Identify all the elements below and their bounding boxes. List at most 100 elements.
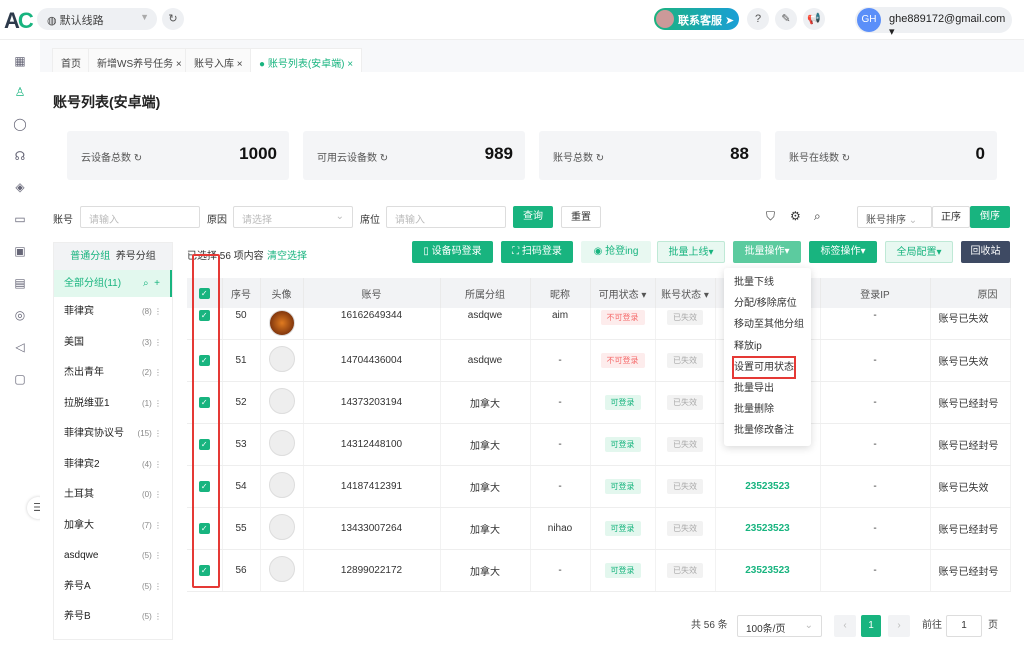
row-avatar [260, 423, 304, 466]
grid-icon[interactable]: ▦ [14, 54, 26, 68]
menu-item-move-group[interactable]: 移动至其他分组 [734, 319, 804, 331]
gear-icon[interactable]: ⚙ [790, 209, 801, 223]
menu-item-set-availability[interactable]: 设置可用状态 [732, 355, 796, 379]
table-row[interactable]: ✓ 51 14704436004 asdqwe - 不可登录 已失效 - 账号已… [187, 339, 1011, 382]
globe-icon[interactable]: ◎ [14, 308, 26, 322]
sort-select[interactable]: 账号排序 ⌄ [857, 206, 932, 228]
refresh-icon[interactable]: ↻ [162, 8, 184, 30]
filter-icon[interactable]: ⛉ [766, 209, 776, 223]
prev-page-button[interactable]: ‹ [834, 615, 856, 637]
user-menu[interactable]: GH ghe889172@gmail.com ▾ [855, 7, 1012, 38]
group-item[interactable]: 养号A (5) ⋮ [64, 580, 162, 592]
tab-import[interactable]: 账号入库 × [185, 48, 252, 72]
headset-icon[interactable]: ☊ [14, 149, 26, 163]
col-account-status[interactable]: 账号状态 ▾ [655, 278, 716, 308]
menu-item-release-ip[interactable]: 释放ip [734, 340, 762, 352]
menu-item-batch-delete[interactable]: 批量删除 [734, 404, 774, 416]
table-row[interactable]: ✓ 55 13433007264 加拿大 nihao 可登录 已失效 23523… [187, 507, 1011, 550]
tab-normal-groups[interactable]: 普通分组 [70, 251, 111, 262]
tab-account-list[interactable]: ● 账号列表(安卓端) × [250, 48, 363, 72]
table-row[interactable]: ✓ 52 14373203194 加拿大 - 可登录 已失效 - 账号已经封号 [187, 381, 1011, 424]
global-config-button[interactable]: 全局配置▾ [885, 241, 953, 263]
layers-icon[interactable]: ◈ [15, 180, 25, 194]
goto-page-input[interactable]: 1 [946, 615, 982, 637]
desktop-icon[interactable]: ▢ [14, 372, 26, 386]
batch-ops-menu: 批量下线 分配/移除席位 移动至其他分组 释放ip 设置可用状态 批量导出 批量… [724, 268, 811, 446]
reason-select[interactable]: 请选择 ⌄ [233, 206, 353, 228]
table-row[interactable]: ✓ 54 14187412391 加拿大 - 可登录 已失效 23523523 … [187, 465, 1011, 508]
stat-card: 云设备总数 ↻ 1000 [67, 131, 289, 180]
edit-icon[interactable]: ✎ [775, 8, 797, 30]
megaphone-icon[interactable]: 📢 [803, 8, 825, 30]
group-all[interactable]: 全部分组(11) ⌕ + [54, 270, 172, 297]
group-item[interactable]: 菲律宾 (8) ⋮ [64, 306, 162, 317]
desc-button[interactable]: 倒序 [970, 206, 1010, 228]
page-unit-label: 页 [988, 620, 998, 631]
group-item[interactable]: 土耳其 (0) ⋮ [64, 489, 162, 500]
col-group: 所属分组 [440, 278, 531, 308]
folder-icon[interactable]: ▭ [14, 212, 26, 226]
query-button[interactable]: 查询 [513, 206, 553, 228]
row-code: 23523523 [715, 549, 821, 592]
row-nickname: - [530, 465, 591, 508]
row-account: 16162649344 [303, 308, 441, 340]
tab-new-task[interactable]: 新增WS养号任务 × [88, 48, 191, 72]
menu-item-batch-remark[interactable]: 批量修改备注 [734, 425, 794, 437]
whatsapp-icon[interactable]: ◯ [13, 117, 27, 131]
search-person-icon[interactable]: ⌕ [814, 209, 821, 223]
group-item[interactable]: 菲律宾2 (4) ⋮ [64, 458, 162, 470]
device-code-login-button[interactable]: ▯ 设备码登录 [412, 241, 493, 263]
grab-login-button[interactable]: ◉ 抢登ing [581, 241, 651, 263]
table-row[interactable]: ✓ 50 16162649344 asdqwe aim 不可登录 已失效 - 账… [187, 308, 1011, 340]
next-page-button[interactable]: › [888, 615, 910, 637]
group-item[interactable]: 拉脱维亚1 (1) ⋮ [64, 397, 162, 409]
menu-item-batch-export[interactable]: 批量导出 [734, 382, 774, 394]
tag-ops-button[interactable]: 标签操作▾ [809, 241, 877, 263]
tab-raise-groups[interactable]: 养号分组 [115, 251, 156, 262]
row-avatar [260, 339, 304, 382]
row-nickname: nihao [530, 507, 591, 550]
menu-item-assign-seat[interactable]: 分配/移除席位 [734, 298, 797, 310]
reason-label: 原因 [207, 215, 227, 226]
page-1-button[interactable]: 1 [861, 615, 881, 637]
table-row[interactable]: ✓ 53 14312448100 加拿大 - 可登录 已失效 - 账号已经封号 [187, 423, 1011, 466]
support-button[interactable]: 联系客服 ➤ [654, 8, 739, 30]
route-select[interactable]: ◍ 默认线路 ▼ [37, 8, 157, 30]
row-status: 已失效 [655, 423, 716, 466]
group-item[interactable]: 菲律宾协议号 (15) ⋮ [64, 428, 162, 439]
help-icon[interactable]: ? [747, 8, 769, 30]
seat-input[interactable]: 请输入 [386, 206, 506, 228]
batch-ops-button[interactable]: 批量操作▾ [733, 241, 801, 263]
clear-selection-link[interactable]: 清空选择 [267, 251, 307, 262]
col-login-ip: 登录IP [820, 278, 931, 308]
user-icon[interactable]: ♙ [14, 85, 26, 99]
col-availability[interactable]: 可用状态 ▾ [590, 278, 656, 308]
row-account: 14704436004 [303, 339, 441, 382]
tab-bar: 首页 新增WS养号任务 × 账号入库 × ● 账号列表(安卓端) × [40, 40, 1024, 72]
row-nickname: - [530, 423, 591, 466]
megaphone-icon[interactable]: ◁ [15, 340, 25, 354]
group-item[interactable]: asdqwe (5) ⋮ [64, 550, 162, 561]
chart-icon[interactable]: ▤ [14, 276, 26, 290]
group-item[interactable]: 杰出青年 (2) ⋮ [64, 367, 162, 378]
batch-online-button[interactable]: 批量上线▾ [657, 241, 725, 263]
row-reason: 账号已失效 [930, 465, 1011, 508]
group-item[interactable]: 加拿大 (7) ⋮ [64, 519, 162, 531]
recycle-bin-button[interactable]: 回收站 [961, 241, 1010, 263]
stat-card: 账号在线数 ↻ 0 [775, 131, 997, 180]
scan-login-button[interactable]: ⛶ 扫码登录 [501, 241, 573, 263]
group-item[interactable]: 养号B (5) ⋮ [64, 611, 162, 622]
account-input[interactable]: 请输入 [80, 206, 200, 228]
row-no: 52 [222, 381, 261, 424]
row-reason: 账号已经封号 [930, 549, 1011, 592]
row-reason: 账号已经封号 [930, 423, 1011, 466]
asc-button[interactable]: 正序 [932, 206, 970, 228]
page-size-select[interactable]: 100条/页 ⌄ [737, 615, 822, 637]
menu-item-batch-offline[interactable]: 批量下线 [734, 277, 774, 288]
row-availability: 不可登录 [590, 339, 656, 382]
monitor-chart-icon[interactable]: ▣ [14, 244, 26, 258]
group-item[interactable]: 美国 (3) ⋮ [64, 336, 162, 348]
tab-home[interactable]: 首页 [52, 48, 90, 72]
reset-button[interactable]: 重置 [561, 206, 601, 228]
table-row[interactable]: ✓ 56 12899022172 加拿大 - 可登录 已失效 23523523 … [187, 549, 1011, 592]
